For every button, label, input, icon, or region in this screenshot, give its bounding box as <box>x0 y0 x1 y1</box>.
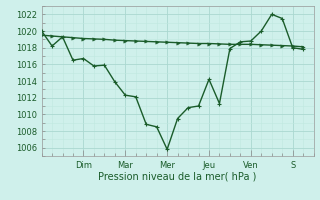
X-axis label: Pression niveau de la mer( hPa ): Pression niveau de la mer( hPa ) <box>99 171 257 181</box>
